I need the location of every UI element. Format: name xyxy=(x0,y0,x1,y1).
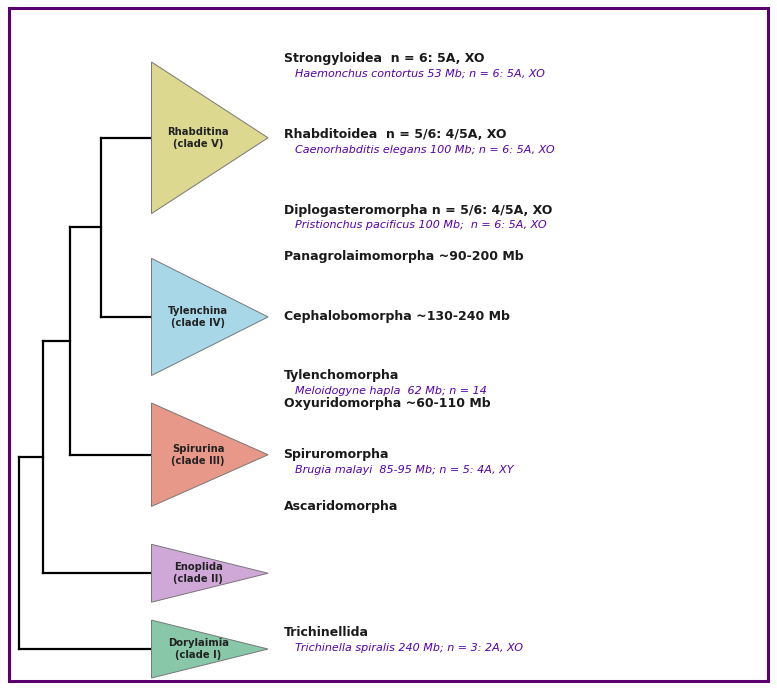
Polygon shape xyxy=(152,544,268,602)
Text: Strongyloidea  n = 6: 5A, XO: Strongyloidea n = 6: 5A, XO xyxy=(284,52,484,65)
Polygon shape xyxy=(152,620,268,678)
Text: Panagrolaimomorpha ~90-200 Mb: Panagrolaimomorpha ~90-200 Mb xyxy=(284,250,523,263)
Text: Tylenchomorpha: Tylenchomorpha xyxy=(284,369,399,382)
Text: Tylenchina
(clade IV): Tylenchina (clade IV) xyxy=(168,306,228,328)
Text: Cephalobomorpha ~130-240 Mb: Cephalobomorpha ~130-240 Mb xyxy=(284,311,510,323)
Text: Meloidogyne hapla  62 Mb; n = 14: Meloidogyne hapla 62 Mb; n = 14 xyxy=(295,386,487,395)
Text: Pristionchus pacificus 100 Mb;  n = 6: 5A, XO: Pristionchus pacificus 100 Mb; n = 6: 5A… xyxy=(295,220,547,230)
Polygon shape xyxy=(152,258,268,376)
Text: Rhabditina
(clade V): Rhabditina (clade V) xyxy=(167,127,229,149)
Text: Trichinellida: Trichinellida xyxy=(284,626,368,639)
Text: Enoplida
(clade II): Enoplida (clade II) xyxy=(173,562,223,584)
Polygon shape xyxy=(152,403,268,506)
Text: Spiruromorpha: Spiruromorpha xyxy=(284,449,389,461)
Text: Trichinella spiralis 240 Mb; n = 3: 2A, XO: Trichinella spiralis 240 Mb; n = 3: 2A, … xyxy=(295,643,523,652)
Text: Caenorhabditis elegans 100 Mb; n = 6: 5A, XO: Caenorhabditis elegans 100 Mb; n = 6: 5A… xyxy=(295,145,555,154)
Text: Oxyuridomorpha ~60-110 Mb: Oxyuridomorpha ~60-110 Mb xyxy=(284,397,490,409)
Text: Spirurina
(clade III): Spirurina (clade III) xyxy=(172,444,225,466)
Text: Ascaridomorpha: Ascaridomorpha xyxy=(284,500,398,513)
Text: Dorylaimia
(clade I): Dorylaimia (clade I) xyxy=(168,638,228,660)
Polygon shape xyxy=(152,62,268,214)
Text: Diplogasteromorpha n = 5/6: 4/5A, XO: Diplogasteromorpha n = 5/6: 4/5A, XO xyxy=(284,204,552,216)
Text: Brugia malayi  85-95 Mb; n = 5: 4A, XY: Brugia malayi 85-95 Mb; n = 5: 4A, XY xyxy=(295,465,514,475)
Text: Rhabditoidea  n = 5/6: 4/5A, XO: Rhabditoidea n = 5/6: 4/5A, XO xyxy=(284,128,506,141)
Text: Haemonchus contortus 53 Mb; n = 6: 5A, XO: Haemonchus contortus 53 Mb; n = 6: 5A, X… xyxy=(295,69,545,79)
